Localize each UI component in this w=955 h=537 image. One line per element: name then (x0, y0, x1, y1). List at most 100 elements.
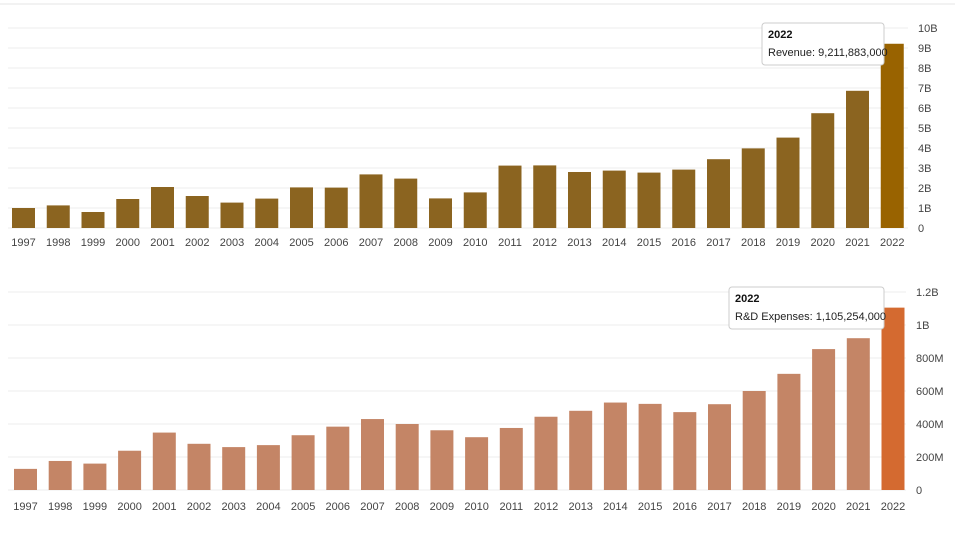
revenue-chart: 0 1B 2B 3B 4B 5B 6B 7B 8B 9B 10B 1997 1998 1999 2000 20… (0, 3, 955, 249)
tooltip: 2022 R&D Expenses: 1,105,254,000 (728, 286, 886, 330)
bar-2000[interactable] (116, 199, 140, 228)
y-tick-label: 5B (918, 123, 931, 135)
x-tick-label: 2018 (741, 237, 765, 249)
y-tick-label: 6B (918, 103, 931, 115)
bar-2011[interactable] (499, 427, 523, 490)
bar-1997[interactable] (12, 208, 35, 228)
bar-2002[interactable] (187, 443, 211, 490)
x-tick-label: 1998 (48, 501, 72, 513)
bar-2013[interactable] (568, 172, 591, 228)
bar-2020[interactable] (812, 349, 836, 490)
bar-2001[interactable] (152, 432, 176, 490)
x-tick-label: 2005 (289, 237, 313, 249)
bar-2021[interactable] (846, 338, 870, 490)
bar-1997[interactable] (14, 468, 37, 490)
bar-2007[interactable] (359, 174, 383, 228)
y-tick-label: 0 (916, 485, 922, 497)
x-tick-label: 2009 (428, 237, 452, 249)
bar-1998[interactable] (46, 205, 70, 228)
revenue-chart-panel: 0 1B 2B 3B 4B 5B 6B 7B 8B 9B 10B 1997 1998 1999 2000 20… (0, 0, 955, 262)
x-tick-label: 2019 (777, 501, 801, 513)
bar-2013[interactable] (569, 410, 593, 490)
x-tick-label: 2017 (707, 501, 731, 513)
bar-2012[interactable] (533, 165, 557, 228)
x-tick-label: 2015 (637, 237, 661, 249)
x-tick-label: 2013 (568, 501, 592, 513)
x-tick-label: 2006 (324, 237, 348, 249)
bar-1999[interactable] (83, 463, 107, 490)
bar-2001[interactable] (151, 187, 174, 228)
tooltip: 2022 Revenue: 9,211,883,000 (761, 22, 888, 66)
x-tick-label: 2008 (395, 501, 419, 513)
bar-2006[interactable] (324, 187, 348, 228)
bar-1999[interactable] (81, 212, 105, 228)
bar-1998[interactable] (48, 460, 72, 490)
bar-2022[interactable] (881, 307, 905, 490)
y-tick-label: 800M (916, 353, 944, 365)
bar-2016[interactable] (673, 412, 697, 490)
bar-2020[interactable] (811, 113, 835, 228)
x-tick-label: 2018 (742, 501, 766, 513)
bar-2007[interactable] (361, 419, 384, 490)
bar-2017[interactable] (707, 159, 730, 228)
bar-2006[interactable] (326, 426, 350, 490)
bar-2019[interactable] (777, 373, 801, 490)
bar-2018[interactable] (741, 148, 765, 228)
x-tick-label: 2000 (116, 237, 140, 249)
bar-2010[interactable] (463, 192, 487, 228)
x-tick-label: 2012 (533, 237, 557, 249)
bar-2004[interactable] (256, 445, 280, 490)
bar-2021[interactable] (846, 90, 869, 228)
x-tick-label: 2004 (255, 237, 279, 249)
bar-2016[interactable] (672, 169, 696, 228)
bar-2002[interactable] (185, 196, 209, 228)
tooltip-box (761, 22, 885, 66)
tooltip-title: 2022 (768, 29, 792, 41)
bar-2017[interactable] (708, 404, 731, 490)
bar-2011[interactable] (498, 165, 522, 228)
x-tick-label: 2011 (498, 237, 522, 249)
x-tick-label: 2001 (150, 237, 174, 249)
bar-2000[interactable] (118, 450, 142, 490)
bar-2015[interactable] (637, 172, 661, 228)
bar-2019[interactable] (776, 137, 800, 228)
x-tick-label: 2000 (117, 501, 141, 513)
x-tick-label: 2020 (811, 501, 835, 513)
y-tick-label: 10B (918, 23, 938, 35)
bar-2014[interactable] (602, 170, 626, 228)
y-tick-label: 200M (916, 452, 944, 464)
x-tick-label: 2021 (845, 237, 869, 249)
x-tick-label: 2021 (846, 501, 870, 513)
x-tick-label: 2012 (534, 501, 558, 513)
x-tick-label: 2016 (673, 501, 697, 513)
bar-2009[interactable] (429, 198, 452, 228)
bar-2018[interactable] (742, 391, 766, 490)
y-tick-label: 1B (916, 320, 929, 332)
bar-2008[interactable] (395, 424, 419, 490)
x-tick-label: 2004 (256, 501, 280, 513)
bar-2022[interactable] (880, 43, 904, 228)
x-tick-label: 2007 (359, 237, 383, 249)
bar-2008[interactable] (394, 178, 418, 228)
y-tick-label: 0 (918, 223, 924, 235)
x-tick-label: 2002 (185, 237, 209, 249)
bar-2010[interactable] (465, 437, 489, 490)
x-tick-label: 2003 (221, 501, 245, 513)
bar-2014[interactable] (603, 402, 627, 490)
bar-2005[interactable] (290, 187, 313, 228)
bar-2015[interactable] (638, 403, 662, 490)
x-tick-label: 2014 (602, 237, 626, 249)
y-tick-label: 3B (918, 163, 931, 175)
bar-2009[interactable] (430, 430, 454, 490)
bar-2012[interactable] (534, 416, 558, 490)
bar-2003[interactable] (222, 447, 246, 490)
y-tick-label: 7B (918, 83, 931, 95)
tooltip-box (728, 286, 885, 330)
x-tick-label: 2013 (567, 237, 591, 249)
x-tick-label: 2005 (291, 501, 315, 513)
bar-2004[interactable] (255, 198, 279, 228)
y-tick-label: 9B (918, 43, 931, 55)
bar-2005[interactable] (291, 435, 315, 490)
bar-2003[interactable] (220, 202, 244, 228)
x-tick-label: 2016 (672, 237, 696, 249)
